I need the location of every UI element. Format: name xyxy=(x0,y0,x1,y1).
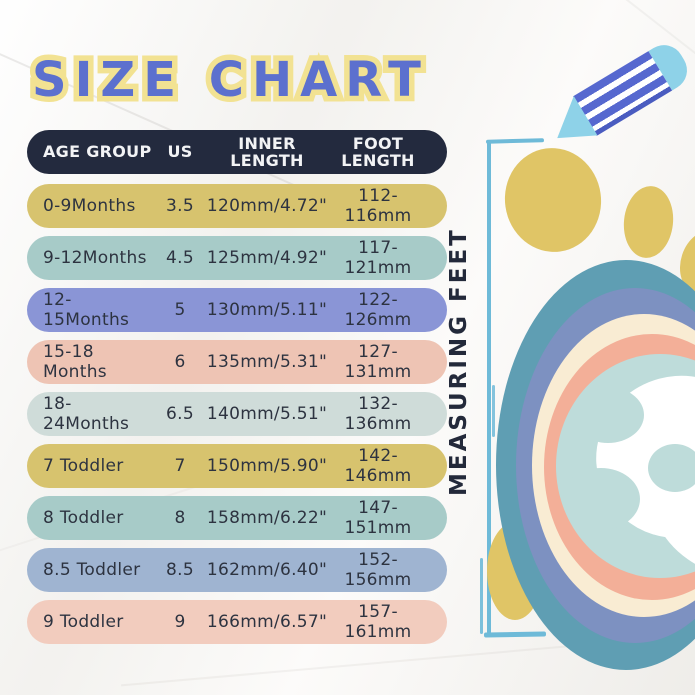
cell-foot-length: 112-116mm xyxy=(344,186,412,226)
cell-age-group: 15-18 Months xyxy=(43,342,107,382)
foot-sole-notch xyxy=(562,468,640,530)
table-row: 0-9Months 3.5 120mm/4.72" 112-116mm xyxy=(27,184,447,228)
cell-age-group: 12-15Months xyxy=(43,290,130,330)
cell-foot-length: 132-136mm xyxy=(344,394,412,434)
cell-us-size: 5 xyxy=(174,300,186,320)
table-body: 0-9Months 3.5 120mm/4.72" 112-116mm 9-12… xyxy=(27,184,447,644)
cell-inner-length: 140mm/5.51" xyxy=(206,404,328,424)
measuring-feet-label: MEASURING FEET xyxy=(446,227,472,496)
cell-us-size: 8 xyxy=(174,508,186,528)
table-row: 9-12Months 4.5 125mm/4.92" 117-121mm xyxy=(27,236,447,280)
foot-sole-notch xyxy=(572,387,644,443)
cell-foot-length: 147-151mm xyxy=(344,498,412,538)
cell-foot-length: 117-121mm xyxy=(344,238,412,278)
cell-inner-length: 166mm/6.57" xyxy=(206,612,328,632)
cell-inner-length: 130mm/5.11" xyxy=(206,300,328,320)
table-row: 18-24Months 6.5 140mm/5.51" 132-136mm xyxy=(27,392,447,436)
foot-big-toe xyxy=(498,141,608,259)
measuring-bracket-top-tick xyxy=(485,138,545,144)
cell-inner-length: 150mm/5.90" xyxy=(206,456,328,476)
cell-foot-length: 152-156mm xyxy=(344,550,412,590)
cell-inner-length: 162mm/6.40" xyxy=(206,560,328,580)
table-row: 8 Toddler 8 158mm/6.22" 147-151mm xyxy=(27,496,447,540)
cell-age-group: 18-24Months xyxy=(43,394,130,434)
cell-us-size: 6 xyxy=(174,352,186,372)
pencil-icon xyxy=(544,37,695,152)
measuring-bracket-line-stroke xyxy=(480,558,483,634)
table-row: 8.5 Toddler 8.5 162mm/6.40" 152-156mm xyxy=(27,548,447,592)
header-foot-length: FOOT LENGTH xyxy=(341,133,415,170)
pencil-icon-body xyxy=(543,36,695,154)
cell-us-size: 6.5 xyxy=(166,404,194,424)
cell-foot-length: 157-161mm xyxy=(344,602,412,642)
cell-foot-length: 142-146mm xyxy=(344,446,412,486)
cell-age-group: 8 Toddler xyxy=(43,508,124,528)
page-title-text: SIZE CHART xyxy=(32,52,429,108)
cell-age-group: 0-9Months xyxy=(43,196,136,216)
header-us-size: US xyxy=(167,142,193,162)
cell-us-size: 7 xyxy=(174,456,186,476)
header-inner-length: INNER LENGTH xyxy=(230,133,304,170)
cell-inner-length: 135mm/5.31" xyxy=(206,352,328,372)
measuring-bracket-line xyxy=(487,140,491,634)
table-row: 9 Toddler 9 166mm/6.57" 157-161mm xyxy=(27,600,447,644)
page-title-outline: SIZE CHART xyxy=(27,47,429,114)
measuring-bracket-bottom-tick xyxy=(483,631,547,638)
foot-toe xyxy=(620,183,677,261)
cell-inner-length: 125mm/4.92" xyxy=(206,248,328,268)
cell-us-size: 9 xyxy=(174,612,186,632)
table-header-row: AGE GROUP US INNER LENGTH FOOT LENGTH xyxy=(27,130,447,174)
table-row: 7 Toddler 7 150mm/5.90" 142-146mm xyxy=(27,444,447,488)
cell-us-size: 8.5 xyxy=(166,560,194,580)
foot-sole-notch xyxy=(648,444,695,492)
cell-inner-length: 158mm/6.22" xyxy=(206,508,328,528)
table-row: 12-15Months 5 130mm/5.11" 122-126mm xyxy=(27,288,447,332)
header-age-group: AGE GROUP xyxy=(43,142,152,162)
size-table: AGE GROUP US INNER LENGTH FOOT LENGTH 0-… xyxy=(27,130,447,652)
cell-foot-length: 122-126mm xyxy=(344,290,412,330)
cell-age-group: 7 Toddler xyxy=(43,456,124,476)
cell-inner-length: 120mm/4.72" xyxy=(206,196,328,216)
cell-foot-length: 127-131mm xyxy=(344,342,412,382)
measuring-bracket-line-stroke xyxy=(492,385,495,437)
cell-age-group: 9-12Months xyxy=(43,248,147,268)
cell-us-size: 4.5 xyxy=(166,248,194,268)
cell-age-group: 9 Toddler xyxy=(43,612,124,632)
table-row: 15-18 Months 6 135mm/5.31" 127-131mm xyxy=(27,340,447,384)
cell-age-group: 8.5 Toddler xyxy=(43,560,141,580)
cell-us-size: 3.5 xyxy=(166,196,194,216)
